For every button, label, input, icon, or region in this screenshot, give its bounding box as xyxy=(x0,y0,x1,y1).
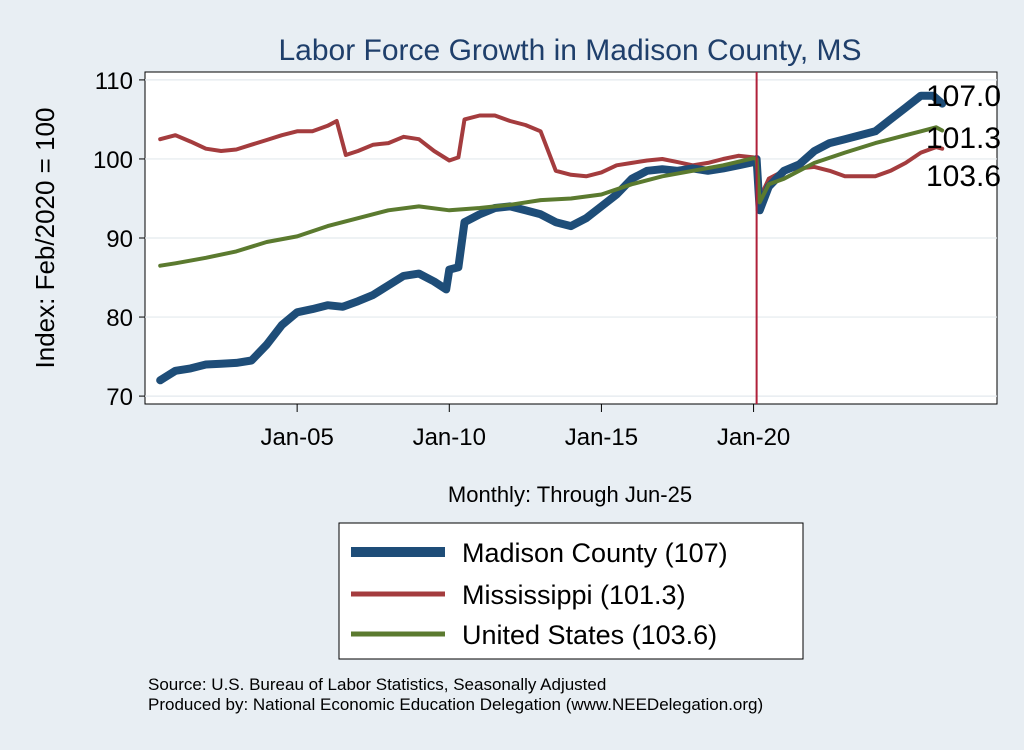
y-axis-label: Index: Feb/2020 = 100 xyxy=(30,108,60,369)
y-axis-ticks: 70 80 90 100 110 xyxy=(93,68,145,411)
x-axis-ticks: Jan-05 Jan-10 Jan-15 Jan-20 xyxy=(260,404,790,451)
series-line-2 xyxy=(158,125,945,268)
x-tick-label-Jan-10: Jan-10 xyxy=(413,424,486,451)
legend-label-2: United States (103.6) xyxy=(462,620,717,650)
y-tick-label-70: 70 xyxy=(106,384,133,411)
x-tick-label-Jan-05: Jan-05 xyxy=(260,424,333,451)
source-line-2: Produced by: National Economic Education… xyxy=(148,695,763,714)
legend: Madison County (107) Mississippi (101.3) U… xyxy=(338,522,804,660)
legend-label-0: Madison County (107) xyxy=(462,538,728,568)
end-label-0: 107.0 xyxy=(926,80,1001,113)
legend-label-1: Mississippi (101.3) xyxy=(462,580,686,610)
chart-title: Labor Force Growth in Madison County, MS xyxy=(278,34,861,67)
series-lines xyxy=(156,72,947,404)
end-label-1: 101.3 xyxy=(926,122,1001,155)
y-tick-label-80: 80 xyxy=(106,305,133,332)
end-labels: 107.0 101.3 103.6 xyxy=(926,80,1001,193)
x-tick-label-Jan-20: Jan-20 xyxy=(717,424,790,451)
y-tick-label-90: 90 xyxy=(106,226,133,253)
y-tick-label-100: 100 xyxy=(93,147,133,174)
legend-items: Madison County (107) Mississippi (101.3) U… xyxy=(351,538,728,650)
source-line-1: Source: U.S. Bureau of Labor Statistics,… xyxy=(148,675,606,694)
x-axis-label: Monthly: Through Jun-25 xyxy=(448,482,692,507)
series-line-0 xyxy=(156,91,947,385)
y-tick-label-110: 110 xyxy=(95,68,133,95)
end-label-2: 103.6 xyxy=(926,160,1001,193)
x-tick-label-Jan-15: Jan-15 xyxy=(565,424,638,451)
